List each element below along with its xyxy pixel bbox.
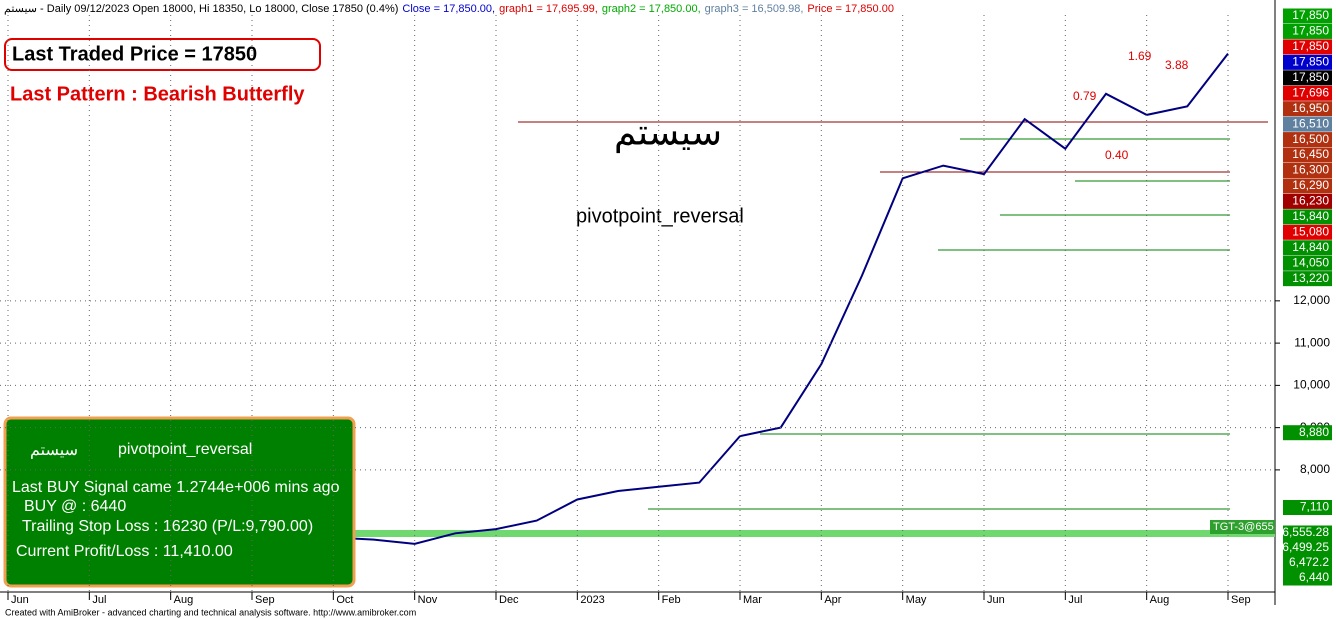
target-band — [355, 530, 1275, 537]
price-tag — [1283, 39, 1332, 55]
price-tag-label: 16,290 — [1292, 178, 1329, 192]
x-tick-label: Feb — [662, 594, 681, 606]
price-tag-label: 15,840 — [1292, 209, 1329, 223]
price-tag — [1283, 85, 1332, 101]
header-text: سیستم - Daily 09/12/2023 Open 18000, Hi … — [4, 3, 894, 15]
y-tick-label: 11,000 — [1294, 335, 1330, 349]
price-tag — [1283, 23, 1332, 39]
x-tick-label: Aug — [1150, 594, 1170, 606]
price-tag-label: 16,500 — [1292, 132, 1329, 146]
price-tag — [1283, 163, 1332, 178]
y-tick-label: 8,000 — [1300, 462, 1330, 476]
price-tag-label: 17,850 — [1292, 70, 1329, 84]
x-tick-label: Jul — [92, 594, 106, 606]
target-label: TGT-3@655 — [1213, 521, 1274, 533]
price-tag — [1283, 178, 1332, 194]
info-line: Trailing Stop Loss : 16230 (P/L:9,790.00… — [22, 518, 313, 535]
price-tag-label: 6,472.2 — [1289, 555, 1329, 569]
system-name: سیستم — [614, 112, 722, 154]
price-tag-label: 17,850 — [1292, 39, 1329, 53]
price-tag-label: 7,110 — [1300, 500, 1329, 514]
info-line: BUY @ : 6440 — [24, 498, 126, 515]
price-tag-label: 16,950 — [1292, 101, 1329, 115]
price-tag — [1283, 101, 1332, 117]
price-tag-label: 17,850 — [1292, 55, 1329, 69]
levels — [355, 121, 1275, 537]
x-tick-label: Sep — [1231, 594, 1251, 606]
price-tag — [1283, 425, 1332, 441]
price-tag — [1283, 54, 1332, 70]
price-tag-label: 6,555.28 — [1282, 525, 1329, 539]
price-tag — [1283, 132, 1332, 148]
info-line: Current Profit/Loss : 11,410.00 — [16, 543, 233, 560]
x-tick-label: Jun — [11, 594, 29, 606]
price-tag-label: 6,440 — [1299, 570, 1329, 584]
price-tag-label: 17,850 — [1292, 24, 1329, 38]
header-segment: graph2 = 17,850.00, — [602, 3, 701, 15]
price-tag-label: 8,880 — [1299, 425, 1329, 439]
x-tick-label: Jun — [987, 594, 1005, 606]
price-tag-label: 14,840 — [1292, 240, 1329, 254]
info-box — [3, 416, 356, 588]
price-tag — [1283, 500, 1332, 516]
x-tick-label: Sep — [255, 594, 275, 606]
price-tag-label: 16,510 — [1292, 116, 1329, 130]
price-tag — [1283, 8, 1332, 24]
price-tag-label: 17,850 — [1292, 8, 1329, 22]
info-system: سیستم — [30, 442, 78, 459]
price-tag-label: 14,050 — [1292, 255, 1329, 269]
price-tag — [1283, 116, 1332, 132]
header-segment: Close = 17,850.00, — [402, 3, 495, 15]
strategy-name: pivotpoint_reversal — [576, 205, 744, 227]
price-tag-label: 13,220 — [1292, 271, 1329, 285]
x-tick-label: Aug — [174, 594, 194, 606]
price-tag-label: 17,696 — [1292, 85, 1329, 99]
header-segment: سیستم - Daily 09/12/2023 Open 18000, Hi … — [4, 3, 398, 15]
price-tag — [1283, 147, 1332, 163]
target-box — [1210, 520, 1275, 534]
price-tag — [1283, 193, 1332, 209]
x-tick-label: Oct — [336, 594, 353, 606]
price-tag — [1283, 240, 1332, 256]
header-segment: graph1 = 17,695.99, — [499, 3, 598, 15]
price-tag — [1283, 540, 1332, 556]
pattern-ratio: 3.88 — [1165, 58, 1189, 72]
pattern-ratio: 0.79 — [1073, 89, 1097, 103]
price-tag — [1283, 570, 1332, 586]
price-tag-label: 6,499.25 — [1282, 540, 1329, 554]
price-tag-label: 16,300 — [1292, 163, 1329, 177]
header-segment: Price = 17,850.00 — [807, 3, 894, 15]
footer: Created with AmiBroker - advanced charti… — [5, 607, 416, 617]
price-box — [4, 38, 321, 71]
y-tick-label: 10,000 — [1293, 378, 1330, 392]
price-tag — [1283, 255, 1332, 271]
x-tick-label: Apr — [824, 594, 841, 606]
price-tag — [1283, 555, 1332, 571]
header-segment: graph3 = 16,509.98, — [705, 3, 804, 15]
price-tag — [1283, 271, 1332, 287]
price-tag-label: 16,450 — [1292, 147, 1329, 161]
header: سیستم - Daily 09/12/2023 Open 18000, Hi … — [4, 3, 894, 15]
x-tick-label: Jul — [1068, 594, 1082, 606]
x-tick-label: 2023 — [580, 594, 604, 606]
pattern-ratio: 1.69 — [1128, 49, 1152, 63]
x-tick-label: Nov — [418, 594, 438, 606]
price-tag-label: 16,230 — [1292, 194, 1329, 208]
x-tick-label: Dec — [499, 594, 519, 606]
info-line: Last BUY Signal came 1.2744e+006 mins ag… — [12, 479, 340, 496]
pattern-ratio: 0.40 — [1105, 148, 1129, 162]
price-tag — [1283, 70, 1332, 86]
x-tick-label: Mar — [743, 594, 762, 606]
info-strategy: pivotpoint_reversal — [118, 441, 252, 458]
price-tag-label: 15,080 — [1292, 224, 1329, 238]
price-tag — [1283, 525, 1332, 541]
last-pattern: Last Pattern : Bearish Butterfly — [10, 83, 305, 105]
last-price: Last Traded Price = 17850 — [12, 43, 257, 65]
x-tick-label: May — [906, 594, 927, 606]
price-tag — [1283, 224, 1332, 240]
price-tag — [1283, 209, 1332, 225]
y-tick-label: 12,000 — [1293, 293, 1330, 307]
